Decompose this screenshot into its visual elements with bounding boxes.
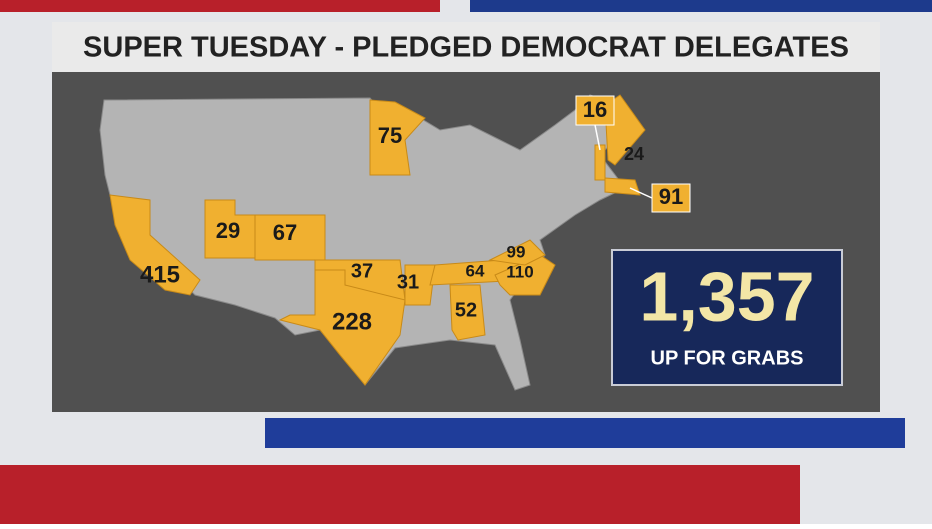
- state-label: 99: [507, 242, 526, 261]
- state-label: 29: [216, 218, 240, 243]
- state: [314, 259, 406, 301]
- us-outline: [99, 94, 626, 391]
- state: [594, 144, 606, 181]
- state-label: 64: [466, 261, 485, 280]
- state: [604, 94, 646, 166]
- total-box: [611, 249, 843, 386]
- state-label: 110: [506, 262, 533, 281]
- label-box: [575, 95, 615, 126]
- state-label: 37: [351, 260, 373, 282]
- states: [109, 94, 646, 386]
- state-label: 75: [378, 123, 402, 148]
- state: [449, 284, 486, 341]
- bottom-red-stripe: [0, 465, 800, 524]
- state-label: 31: [397, 271, 419, 293]
- state-label: 52: [455, 299, 477, 321]
- state-label: 91: [659, 184, 683, 209]
- top-blue-stripe: [470, 0, 932, 12]
- state: [604, 177, 641, 196]
- state-label: 228: [332, 308, 372, 335]
- state-label: 67: [273, 220, 297, 245]
- state-label: 415: [140, 261, 180, 288]
- state: [109, 194, 201, 296]
- state: [369, 99, 426, 176]
- state: [404, 264, 436, 306]
- bottom-blue-bar: [265, 418, 905, 448]
- top-red-stripe: [0, 0, 440, 12]
- state: [488, 239, 546, 266]
- title: SUPER TUESDAY - PLEDGED DEMOCRAT DELEGAT…: [83, 32, 849, 64]
- title-banner: [52, 22, 880, 72]
- total-value: 1,357: [639, 257, 814, 335]
- callout-line: [594, 124, 601, 151]
- total-caption: UP FOR GRABS: [651, 347, 804, 369]
- label-box: [651, 183, 691, 213]
- callout-line: [629, 187, 653, 199]
- state-label: 16: [583, 97, 607, 122]
- state-label: 24: [624, 144, 644, 164]
